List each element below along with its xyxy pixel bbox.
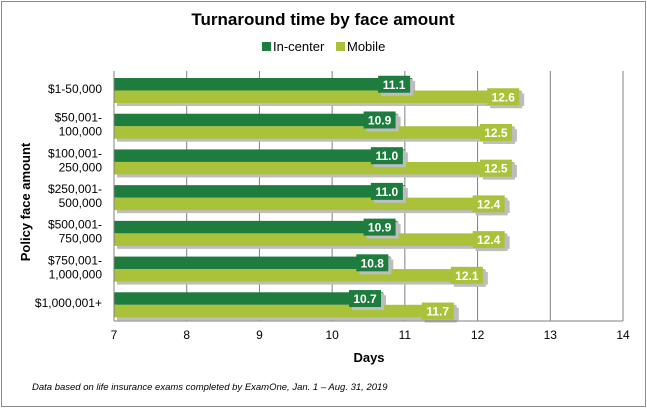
category-label-line: $250,001- [48,182,102,196]
bar-in-center [114,220,398,234]
x-tick-label: 13 [544,328,558,342]
bar-mobile [114,304,456,318]
data-label: 10.9 [368,221,392,235]
data-label-box [349,290,382,308]
chart-title: Turnaround time by face amount [191,10,455,29]
category-label-line: $750,001- [48,253,102,267]
data-label: 12.5 [484,126,508,140]
category-label: $1,000,001+ [35,296,102,310]
data-label: 12.6 [492,90,516,104]
data-label: 10.9 [368,113,392,127]
data-label: 11.7 [426,305,449,319]
bar-in-center [114,292,384,305]
bar-mobile [114,197,507,211]
data-label-box [363,111,396,129]
data-label: 11.0 [376,185,399,199]
category-label-line: 100,000 [59,125,103,139]
data-label-box [421,302,454,320]
category-label: $500,001-750,000 [48,218,102,246]
data-label: 10.7 [353,292,377,306]
data-label: 12.4 [477,233,501,247]
data-label-box [472,231,505,249]
legend-label-in-center: In-center [273,39,325,54]
legend-swatch-mobile [336,42,345,51]
data-label-box [370,147,403,165]
data-label-box [487,88,520,106]
x-axis-title: Days [353,350,384,365]
y-axis-title: Policy face amount [18,142,33,261]
data-label-box [472,195,505,213]
bar-in-center [114,256,391,270]
legend: In-center Mobile [262,39,385,54]
bar-mobile [114,161,514,175]
bar-mobile [114,233,507,246]
data-label-box [363,218,396,236]
x-tick-label: 9 [256,328,263,342]
data-label-box [479,159,512,177]
data-label-box [356,254,389,272]
category-label-line: $500,001- [48,218,102,232]
data-label: 11.0 [376,149,399,163]
category-label: $100,001-250,000 [48,146,102,174]
bar-in-center [114,78,413,91]
bar-in-center [114,149,405,162]
bar-mobile [114,269,485,282]
category-label-line: $1-50,000 [48,82,102,96]
data-label: 12.1 [455,269,479,283]
category-label-line: 250,000 [59,160,103,174]
category-label: $1-50,000 [48,82,102,96]
x-tick-label: 12 [471,328,485,342]
data-label: 10.8 [361,256,385,270]
category-label: $750,001-1,000,000 [48,253,102,281]
data-label-box [450,266,483,284]
x-tick-label: 7 [111,328,118,342]
bar-mobile [114,126,514,139]
data-label-box [479,123,512,141]
legend-swatch-in-center [262,42,271,51]
category-label-line: $100,001- [48,146,102,160]
category-label-line: 750,000 [59,232,103,246]
x-tick-label: 14 [616,328,630,342]
x-tick-labels: 7 8 9 10 11 12 13 14 [111,328,630,342]
bar-mobile [114,90,522,103]
data-labels: 11.1 12.6 10.9 12.5 11.0 12.5 11.0 12.4 10.9 12.4… [349,75,523,323]
category-label-line: $1,000,001+ [35,296,102,310]
legend-label-mobile: Mobile [347,39,385,54]
category-label-line: $50,001- [55,111,102,125]
data-label-box [370,182,403,200]
bar-in-center [114,185,405,198]
category-label-line: 1,000,000 [49,267,103,281]
category-label: $50,001-100,000 [55,111,103,139]
category-label-line: 500,000 [59,196,103,210]
footnote: Data based on life insurance exams compl… [32,382,388,393]
data-label: 12.5 [484,162,508,176]
x-tick-label: 10 [325,328,339,342]
data-label-box [378,75,411,93]
bars [114,78,525,321]
category-label: $250,001-500,000 [48,182,102,210]
bar-in-center [114,113,398,127]
data-label: 12.4 [477,197,501,211]
data-label: 11.1 [383,78,406,92]
x-tick-label: 8 [183,328,190,342]
x-tick-label: 11 [399,328,412,342]
category-labels: $1-50,000 $50,001-100,000 $100,001-250,000… [35,82,102,310]
